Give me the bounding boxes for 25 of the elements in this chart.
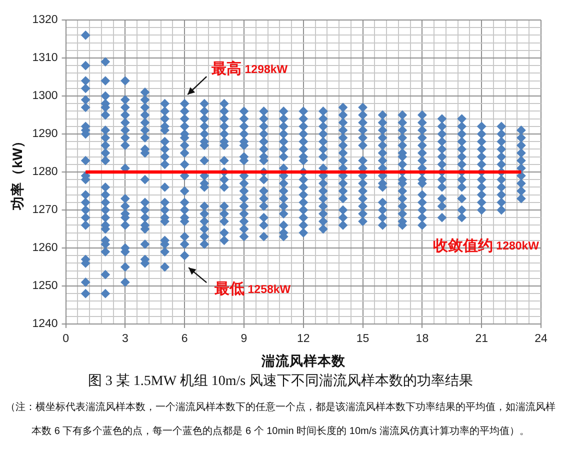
y-tick-label: 1240 <box>32 318 58 330</box>
x-tick-label: 24 <box>534 333 548 346</box>
y-tick-label: 1320 <box>32 14 58 26</box>
text: 图 3 某 1.5MW 机组 10m/s 风速下不同湍流风样本数的功率结果 <box>86 372 474 391</box>
y-tick-label: 1290 <box>32 128 58 140</box>
annotation: 最高 1298kW <box>210 60 288 78</box>
annotation: 最低 1258kW <box>214 280 291 298</box>
x-tick-label: 9 <box>240 333 248 346</box>
y-axis-title: 功率（kW） <box>8 134 25 212</box>
x-tick-label: 3 <box>122 333 128 346</box>
y-tick-label: 1250 <box>32 280 58 292</box>
annotation: 收敛值约 1280kW <box>432 238 540 255</box>
x-tick-label: 6 <box>181 333 188 346</box>
text: （注：横坐标代表湍流风样本数，一个湍流风样本数下的任意一个点，都是该湍流风样本数下功率结果的平均值，如湍流风样本数 6 下有多个蓝色的点，每一个蓝色的点都是 6 个 10min 时间长度的 10m/s 湍流风仿真计算功率的平均值）。 <box>6 402 556 437</box>
x-tick-label: 18 <box>416 333 429 346</box>
y-tick-label: 1300 <box>32 90 58 102</box>
y-tick-label: 1260 <box>32 242 58 254</box>
x-tick-label: 12 <box>296 333 310 346</box>
x-tick-label: 0 <box>62 333 69 346</box>
y-tick-label: 1270 <box>32 204 58 216</box>
y-tick-label: 1310 <box>32 52 58 64</box>
x-axis-title: 湍流风样本数 <box>260 352 346 369</box>
x-tick-label: 15 <box>356 333 370 346</box>
x-tick-label: 21 <box>475 333 488 346</box>
y-tick-label: 1280 <box>32 166 58 178</box>
